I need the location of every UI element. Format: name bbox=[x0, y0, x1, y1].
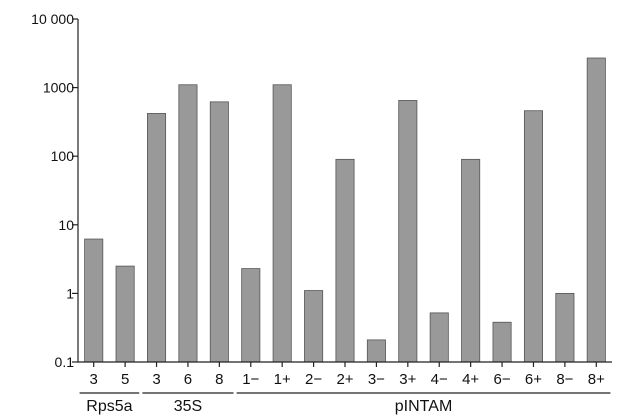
x-tick-label: 8+ bbox=[588, 371, 605, 388]
y-tick-label: 100 bbox=[51, 148, 75, 164]
x-tick-label: 4+ bbox=[462, 371, 479, 388]
y-tick-label: 0.1 bbox=[55, 354, 75, 370]
group-label: pINTAM bbox=[395, 398, 452, 415]
group-label: 35S bbox=[174, 398, 202, 415]
x-axis: 3 5 3 6 8 1− 1+ 2− 2+ 3− 3+ 4− 4+ 6− 6+ 8− 8+ bbox=[78, 361, 612, 388]
x-tick-label: 2− bbox=[305, 371, 322, 388]
bar bbox=[461, 158, 481, 363]
y-tick-label: 10 000 bbox=[31, 11, 74, 27]
bar bbox=[209, 101, 229, 363]
x-tick-label: 8− bbox=[556, 371, 573, 388]
x-tick-label: 4− bbox=[431, 371, 448, 388]
y-tick-label: 1 bbox=[66, 285, 74, 301]
bar bbox=[304, 290, 324, 363]
y-tick-label: 1000 bbox=[43, 80, 74, 96]
bar bbox=[84, 238, 104, 363]
x-tick-label: 6+ bbox=[525, 371, 542, 388]
x-tick-label: 8 bbox=[215, 371, 223, 388]
bar bbox=[429, 312, 449, 363]
bar bbox=[147, 113, 167, 363]
bar bbox=[115, 265, 135, 363]
x-tick-label: 6− bbox=[494, 371, 511, 388]
bar bbox=[272, 84, 292, 363]
bar bbox=[586, 57, 606, 363]
bar bbox=[555, 292, 575, 363]
category-groups: Rps5a 35S pINTAM bbox=[79, 392, 611, 415]
x-tick-label: 2+ bbox=[336, 371, 353, 388]
x-tick-label: 1− bbox=[242, 371, 259, 388]
x-tick-label: 3+ bbox=[399, 371, 416, 388]
bar bbox=[178, 84, 198, 363]
x-tick-label: 3− bbox=[368, 371, 385, 388]
bar bbox=[398, 100, 418, 363]
bars bbox=[84, 57, 606, 363]
x-tick-label: 6 bbox=[184, 371, 192, 388]
y-tick-label: 10 bbox=[58, 217, 74, 233]
bar bbox=[241, 268, 261, 363]
x-tick-label: 3 bbox=[152, 371, 160, 388]
x-tick-label: 5 bbox=[121, 371, 129, 388]
y-axis: 0.1 1 10 100 1000 10 000 bbox=[31, 11, 79, 370]
bar bbox=[523, 110, 543, 363]
bar bbox=[366, 339, 386, 363]
group-label: Rps5a bbox=[86, 398, 132, 415]
bar bbox=[492, 321, 512, 363]
x-tick-label: 1+ bbox=[274, 371, 291, 388]
x-tick-label: 3 bbox=[90, 371, 98, 388]
bar bbox=[335, 158, 355, 363]
